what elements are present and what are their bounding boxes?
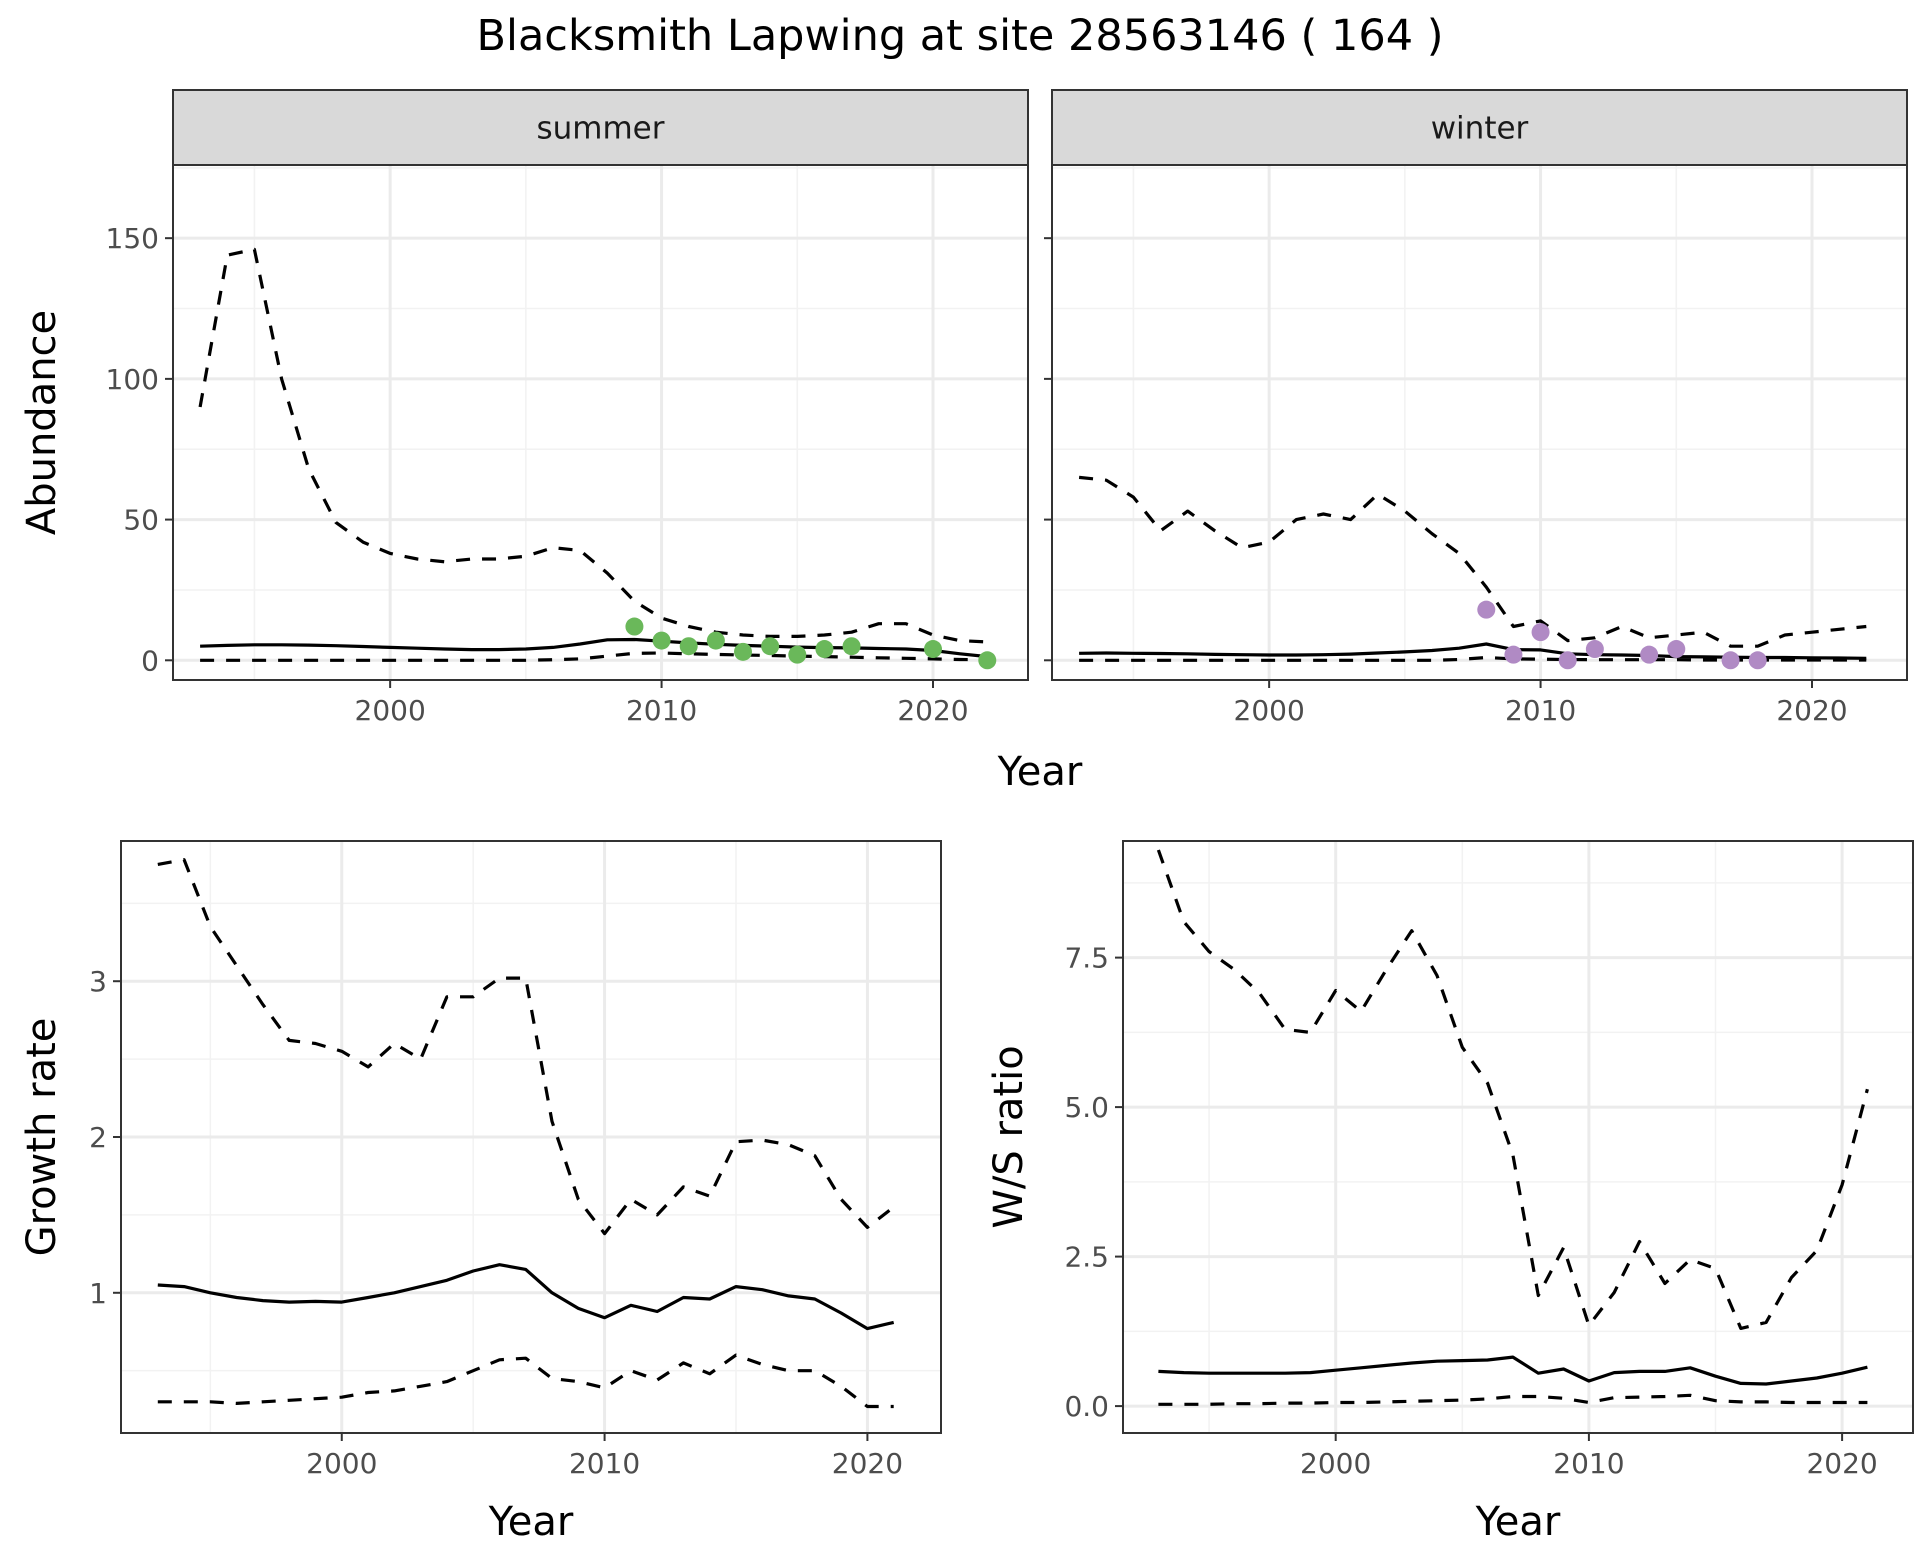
y-tick-label: 5.0 <box>1064 1091 1109 1124</box>
series-line-upper <box>1078 475 1867 648</box>
gridlines <box>1123 841 1913 1433</box>
x-tick-label: 2020 <box>1806 1447 1877 1480</box>
data-point <box>1640 645 1659 664</box>
y-tick-label: 2 <box>89 1121 107 1154</box>
y-tick-label: 100 <box>106 363 159 396</box>
data-point <box>761 637 780 656</box>
series-line-lower <box>200 651 988 662</box>
y-axis-title: W/S ratio <box>986 1045 1032 1228</box>
series-group <box>198 247 988 662</box>
data-point <box>1748 651 1767 670</box>
figure-title: Blacksmith Lapwing at site 28563146 ( 16… <box>477 11 1444 61</box>
series-line-estimate <box>1079 642 1867 660</box>
x-tick-label: 2020 <box>832 1447 903 1480</box>
x-tick-label: 2000 <box>1234 694 1305 727</box>
facet-strip <box>172 89 1029 166</box>
series-line-estimate <box>200 637 988 659</box>
series-group <box>157 858 895 1409</box>
y-tick-label: 50 <box>123 504 159 537</box>
y-tick-label: 0 <box>141 644 159 677</box>
gridlines <box>173 165 1028 680</box>
y-tick-label: 7.5 <box>1064 942 1109 975</box>
data-point <box>1558 651 1577 670</box>
x-tick-label: 2010 <box>569 1447 640 1480</box>
facet-strip-label: summer <box>536 111 664 147</box>
facet-strip <box>1051 89 1908 166</box>
x-tick-label: 2020 <box>897 694 968 727</box>
data-point <box>1667 640 1686 659</box>
x-axis-title: Year <box>488 1499 574 1545</box>
data-point <box>788 645 807 664</box>
data-point <box>978 651 997 670</box>
x-tick-label: 2010 <box>1553 1447 1624 1480</box>
data-point <box>1531 623 1550 642</box>
data-point <box>1585 640 1604 659</box>
x-axis-title: Year <box>997 749 1083 795</box>
data-point <box>679 637 698 656</box>
data-point <box>706 631 725 650</box>
series-group <box>1078 475 1867 662</box>
data-point <box>924 640 942 659</box>
x-tick-label: 2010 <box>1505 694 1576 727</box>
data-point <box>1721 651 1740 670</box>
data-point <box>625 617 644 636</box>
y-axis-title: Abundance <box>19 310 65 535</box>
x-tick-label: 2000 <box>1300 1447 1371 1480</box>
panels: summer 2000 2010 2020 0 50 100 150 Abundance Year… <box>19 89 1914 1545</box>
gridlines <box>1052 165 1907 680</box>
x-tick-label: 2020 <box>1776 694 1847 727</box>
gridlines <box>121 841 941 1433</box>
panel-ratio: 2000 2010 2020 0.0 2.5 5.0 7.5 W/S ratio Year <box>986 840 1914 1545</box>
panel-growth: 2000 2010 2020 1 2 3 Growth rate Year <box>19 840 942 1545</box>
series-line-lower <box>157 1353 894 1409</box>
panel-border <box>1051 164 1908 681</box>
x-tick-label: 2010 <box>626 694 697 727</box>
x-axis-title: Year <box>1475 1499 1561 1545</box>
y-tick-label: 1 <box>89 1277 107 1310</box>
data-point <box>1504 645 1523 664</box>
series-line-estimate <box>157 1263 895 1331</box>
x-tick-label: 2000 <box>306 1447 377 1480</box>
series-line-estimate <box>1158 1355 1868 1386</box>
panel-border <box>1122 840 1914 1434</box>
data-point <box>842 637 861 656</box>
y-axis-title: Growth rate <box>19 1018 65 1257</box>
data-point <box>815 640 834 659</box>
y-tick-label: 0.0 <box>1064 1390 1109 1423</box>
series-group <box>1156 849 1869 1406</box>
y-tick-label: 150 <box>106 222 159 255</box>
series-line-upper <box>1156 849 1869 1331</box>
panel-winter: winter 2000 2010 2020 <box>1044 89 1908 727</box>
data-point <box>652 631 671 650</box>
panel-border <box>172 164 1029 681</box>
y-tick-label: 2.5 <box>1064 1241 1109 1274</box>
data-point <box>1477 600 1496 619</box>
x-tick-label: 2000 <box>355 694 426 727</box>
series-line-upper <box>198 247 988 644</box>
series-line-lower <box>1158 1393 1868 1406</box>
data-point <box>734 642 752 661</box>
facet-strip-label: winter <box>1431 111 1529 147</box>
y-tick-label: 3 <box>89 965 107 998</box>
panel-summer: summer 2000 2010 2020 0 50 100 150 Abundance Year <box>19 89 1083 795</box>
series-line-upper <box>157 858 895 1236</box>
